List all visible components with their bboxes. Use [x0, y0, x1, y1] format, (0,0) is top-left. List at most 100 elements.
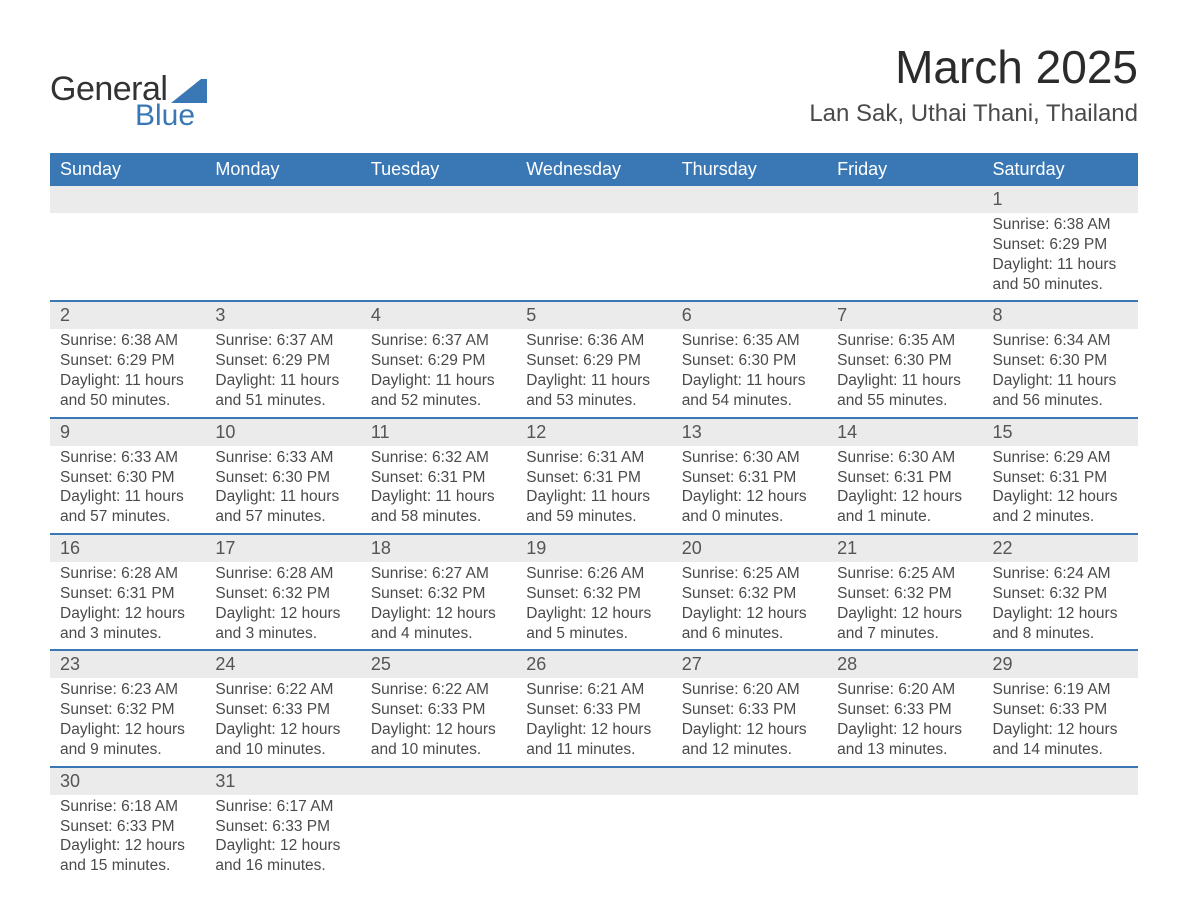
- weekday-header: Thursday: [672, 153, 827, 186]
- day-number-cell: 5: [516, 301, 671, 329]
- daylight-text: Daylight: 12 hours: [526, 720, 661, 740]
- day-number-cell: 21: [827, 534, 982, 562]
- sunset-text: Sunset: 6:30 PM: [993, 351, 1128, 371]
- daylight-text: and 52 minutes.: [371, 391, 506, 411]
- day-number-cell: 11: [361, 418, 516, 446]
- daylight-text: and 51 minutes.: [215, 391, 350, 411]
- daylight-text: Daylight: 12 hours: [682, 720, 817, 740]
- daylight-text: Daylight: 12 hours: [371, 604, 506, 624]
- sunset-text: Sunset: 6:30 PM: [837, 351, 972, 371]
- day-number-cell: [516, 186, 671, 213]
- daylight-text: Daylight: 12 hours: [215, 604, 350, 624]
- day-detail-cell: Sunrise: 6:38 AMSunset: 6:29 PMDaylight:…: [50, 329, 205, 417]
- daylight-text: and 56 minutes.: [993, 391, 1128, 411]
- daylight-text: and 2 minutes.: [993, 507, 1128, 527]
- sunset-text: Sunset: 6:33 PM: [682, 700, 817, 720]
- day-detail-cell: Sunrise: 6:33 AMSunset: 6:30 PMDaylight:…: [205, 446, 360, 534]
- daylight-text: and 13 minutes.: [837, 740, 972, 760]
- day-number-cell: 12: [516, 418, 671, 446]
- day-detail-cell: [205, 213, 360, 301]
- day-number-cell: 19: [516, 534, 671, 562]
- day-detail-cell: Sunrise: 6:24 AMSunset: 6:32 PMDaylight:…: [983, 562, 1138, 650]
- sunrise-text: Sunrise: 6:35 AM: [837, 331, 972, 351]
- sunrise-text: Sunrise: 6:17 AM: [215, 797, 350, 817]
- daylight-text: and 7 minutes.: [837, 624, 972, 644]
- daylight-text: Daylight: 12 hours: [682, 487, 817, 507]
- daylight-text: Daylight: 12 hours: [215, 720, 350, 740]
- day-detail-row: Sunrise: 6:38 AM Sunset: 6:29 PM Daylight:…: [50, 329, 1138, 417]
- logo-text-blue: Blue: [135, 99, 213, 133]
- weekday-header: Wednesday: [516, 153, 671, 186]
- daylight-text: Daylight: 12 hours: [60, 720, 195, 740]
- day-number-cell: 4: [361, 301, 516, 329]
- daylight-text: Daylight: 11 hours: [682, 371, 817, 391]
- day-detail-cell: [827, 213, 982, 301]
- daylight-text: and 55 minutes.: [837, 391, 972, 411]
- sunrise-text: Sunrise: 6:37 AM: [371, 331, 506, 351]
- day-detail-cell: Sunrise: 6:27 AMSunset: 6:32 PMDaylight:…: [361, 562, 516, 650]
- day-number-cell: 16: [50, 534, 205, 562]
- sunrise-text: Sunrise: 6:29 AM: [993, 448, 1128, 468]
- day-detail-cell: Sunrise: 6:20 AMSunset: 6:33 PMDaylight:…: [827, 678, 982, 766]
- day-number-cell: [361, 767, 516, 795]
- day-number-cell: 30: [50, 767, 205, 795]
- sunset-text: Sunset: 6:32 PM: [371, 584, 506, 604]
- day-detail-cell: Sunrise: 6:38 AMSunset: 6:29 PMDaylight:…: [983, 213, 1138, 301]
- day-detail-row: Sunrise: 6:38 AMSunset: 6:29 PMDaylight:…: [50, 213, 1138, 301]
- sunset-text: Sunset: 6:32 PM: [215, 584, 350, 604]
- sunset-text: Sunset: 6:32 PM: [60, 700, 195, 720]
- sunrise-text: Sunrise: 6:20 AM: [837, 680, 972, 700]
- daylight-text: Daylight: 11 hours: [60, 487, 195, 507]
- daylight-text: Daylight: 12 hours: [60, 604, 195, 624]
- daylight-text: and 57 minutes.: [60, 507, 195, 527]
- sunset-text: Sunset: 6:33 PM: [993, 700, 1128, 720]
- daylight-text: Daylight: 11 hours: [837, 371, 972, 391]
- sunset-text: Sunset: 6:29 PM: [371, 351, 506, 371]
- daylight-text: and 1 minute.: [837, 507, 972, 527]
- sunrise-text: Sunrise: 6:30 AM: [682, 448, 817, 468]
- day-detail-cell: Sunrise: 6:25 AMSunset: 6:32 PMDaylight:…: [827, 562, 982, 650]
- day-number-cell: [516, 767, 671, 795]
- day-number-row: 23242526272829: [50, 650, 1138, 678]
- month-title: March 2025: [809, 40, 1138, 94]
- sunrise-text: Sunrise: 6:33 AM: [60, 448, 195, 468]
- day-detail-cell: [672, 213, 827, 301]
- day-number-row: 3031: [50, 767, 1138, 795]
- daylight-text: Daylight: 12 hours: [371, 720, 506, 740]
- daylight-text: and 14 minutes.: [993, 740, 1128, 760]
- sunset-text: Sunset: 6:31 PM: [682, 468, 817, 488]
- day-number-cell: 8: [983, 301, 1138, 329]
- day-detail-cell: Sunrise: 6:22 AMSunset: 6:33 PMDaylight:…: [205, 678, 360, 766]
- day-number-cell: 3: [205, 301, 360, 329]
- sunset-text: Sunset: 6:29 PM: [526, 351, 661, 371]
- sunset-text: Sunset: 6:32 PM: [993, 584, 1128, 604]
- day-detail-cell: Sunrise: 6:18 AMSunset: 6:33 PMDaylight:…: [50, 795, 205, 882]
- day-detail-cell: Sunrise: 6:20 AMSunset: 6:33 PMDaylight:…: [672, 678, 827, 766]
- daylight-text: Daylight: 11 hours: [993, 371, 1128, 391]
- day-detail-cell: [672, 795, 827, 882]
- day-number-cell: 29: [983, 650, 1138, 678]
- day-detail-cell: Sunrise: 6:26 AMSunset: 6:32 PMDaylight:…: [516, 562, 671, 650]
- day-detail-cell: [516, 213, 671, 301]
- daylight-text: and 3 minutes.: [60, 624, 195, 644]
- daylight-text: and 9 minutes.: [60, 740, 195, 760]
- daylight-text: and 58 minutes.: [371, 507, 506, 527]
- day-detail-row: Sunrise: 6:23 AMSunset: 6:32 PMDaylight:…: [50, 678, 1138, 766]
- title-block: March 2025 Lan Sak, Uthai Thani, Thailan…: [809, 40, 1138, 128]
- sunrise-text: Sunrise: 6:36 AM: [526, 331, 661, 351]
- day-detail-row: Sunrise: 6:18 AMSunset: 6:33 PMDaylight:…: [50, 795, 1138, 882]
- daylight-text: and 4 minutes.: [371, 624, 506, 644]
- sunrise-text: Sunrise: 6:38 AM: [60, 331, 195, 351]
- sunset-text: Sunset: 6:32 PM: [837, 584, 972, 604]
- day-detail-cell: Sunrise: 6:33 AMSunset: 6:30 PMDaylight:…: [50, 446, 205, 534]
- sunrise-text: Sunrise: 6:28 AM: [60, 564, 195, 584]
- day-detail-row: Sunrise: 6:28 AMSunset: 6:31 PMDaylight:…: [50, 562, 1138, 650]
- day-detail-cell: Sunrise: 6:37 AMSunset: 6:29 PMDaylight:…: [205, 329, 360, 417]
- sunrise-text: Sunrise: 6:22 AM: [215, 680, 350, 700]
- daylight-text: and 15 minutes.: [60, 856, 195, 876]
- day-detail-cell: Sunrise: 6:32 AMSunset: 6:31 PMDaylight:…: [361, 446, 516, 534]
- day-number-cell: 1: [983, 186, 1138, 213]
- location: Lan Sak, Uthai Thani, Thailand: [809, 100, 1138, 128]
- sunset-text: Sunset: 6:31 PM: [60, 584, 195, 604]
- sunset-text: Sunset: 6:32 PM: [526, 584, 661, 604]
